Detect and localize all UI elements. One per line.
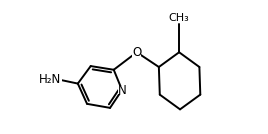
Text: N: N — [118, 83, 126, 96]
Text: CH₃: CH₃ — [169, 13, 189, 23]
Bar — [118, 86, 126, 94]
Text: O: O — [132, 46, 142, 59]
Text: H₂N: H₂N — [39, 73, 61, 86]
Bar — [132, 48, 141, 57]
